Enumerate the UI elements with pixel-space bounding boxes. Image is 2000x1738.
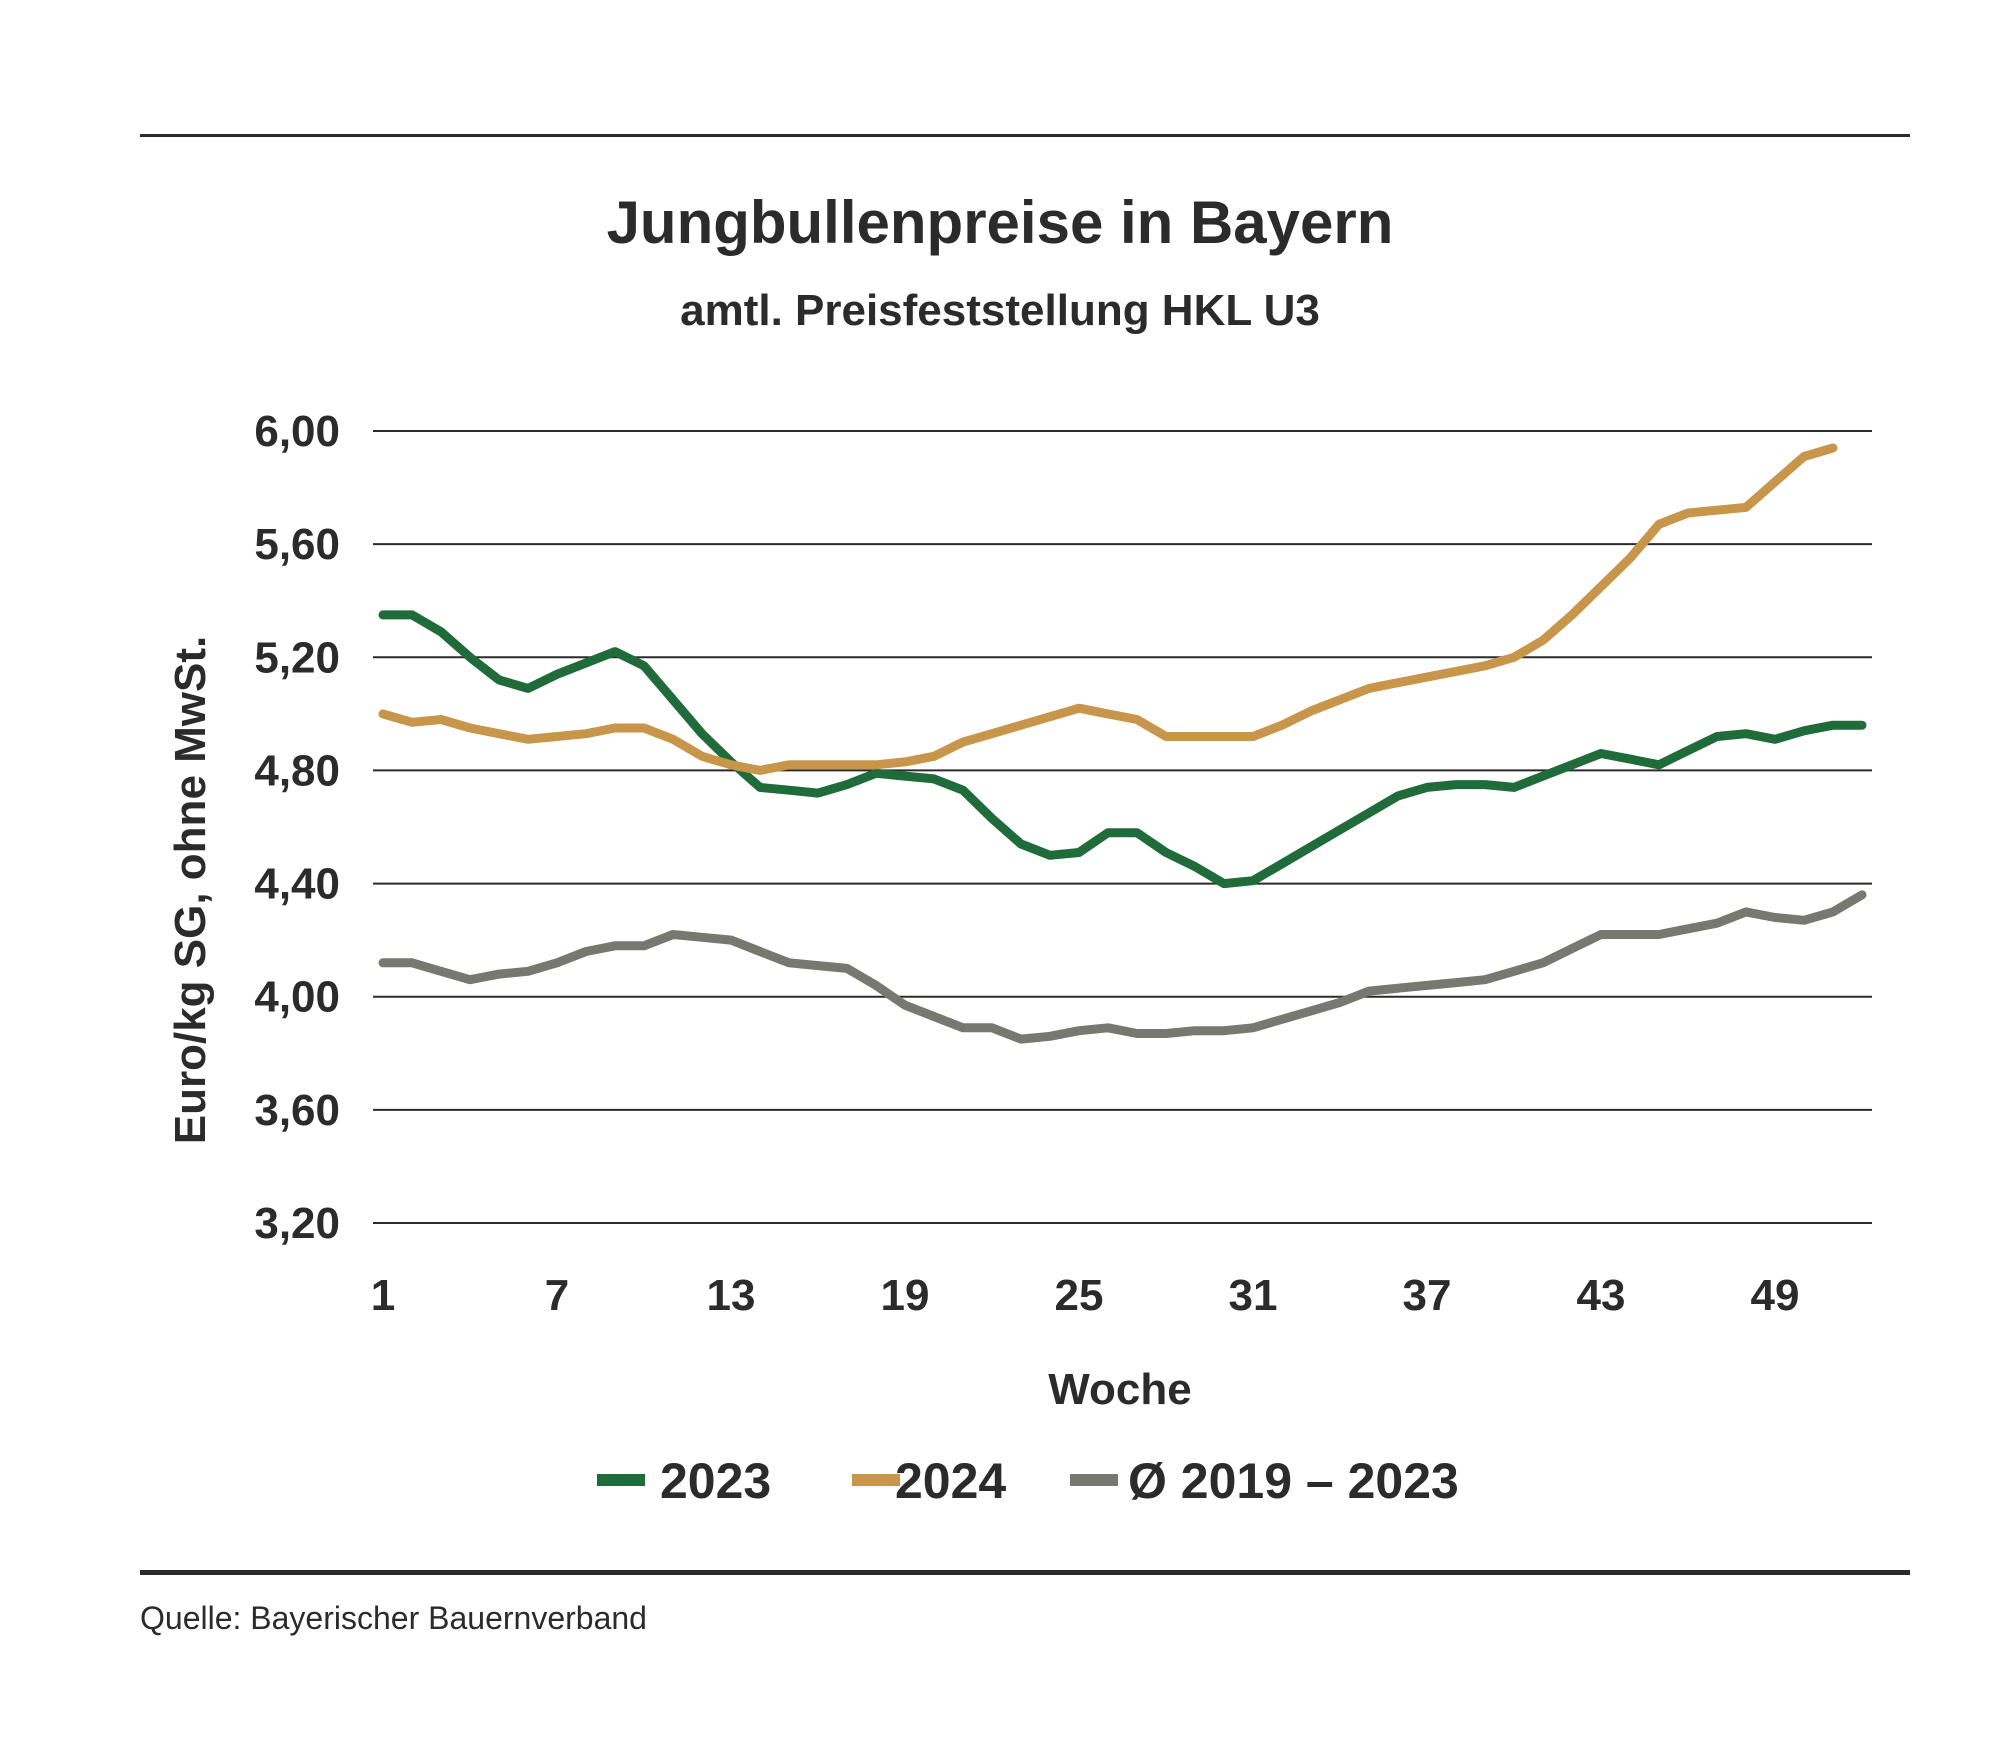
y-tick-label: 5,60 [254,520,340,569]
y-axis-title: Euro/kg SG, ohne MwSt. [166,636,215,1144]
series-lines [378,443,1867,1044]
legend-label: Ø 2019 – 2023 [1128,1453,1459,1509]
series-line-2024 [378,443,1838,775]
y-tick-label: 3,20 [254,1199,340,1248]
chart-title: Jungbullenpreise in Bayern [606,189,1394,256]
y-tick-label: 6,00 [254,407,340,456]
y-tick-label: 3,60 [254,1086,340,1135]
chart-subtitle: amtl. Preisfeststellung HKL U3 [680,286,1320,335]
x-tick-label: 37 [1403,1271,1452,1320]
series-line-2023 [378,610,1867,889]
source-note: Quelle: Bayerischer Bauernverband [140,1600,647,1636]
grid-lines [373,430,1872,1224]
y-tick-labels: 6,00 5,60 5,20 4,80 4,40 4,00 3,60 3,20 [254,407,340,1248]
x-tick-labels: 1 7 13 19 25 31 37 43 49 [371,1271,1800,1320]
y-tick-label: 4,40 [254,860,340,909]
series-line-avg-2019-2023 [378,890,1867,1044]
legend: 2023 2024 Ø 2019 – 2023 [597,1453,1459,1509]
x-tick-label: 7 [545,1271,569,1320]
x-tick-label: 25 [1055,1271,1104,1320]
x-tick-label: 49 [1751,1271,1800,1320]
legend-label: 2024 [895,1453,1006,1509]
x-tick-label: 43 [1577,1271,1626,1320]
top-rule [140,134,1910,137]
bottom-rule [140,1570,1910,1575]
legend-label: 2023 [660,1453,771,1509]
y-tick-label: 4,00 [254,973,340,1022]
y-tick-label: 5,20 [254,633,340,682]
y-tick-label: 4,80 [254,746,340,795]
x-tick-label: 1 [371,1271,395,1320]
x-axis-title: Woche [1048,1365,1191,1414]
x-tick-label: 31 [1229,1271,1278,1320]
x-tick-label: 13 [707,1271,756,1320]
x-tick-label: 19 [881,1271,930,1320]
